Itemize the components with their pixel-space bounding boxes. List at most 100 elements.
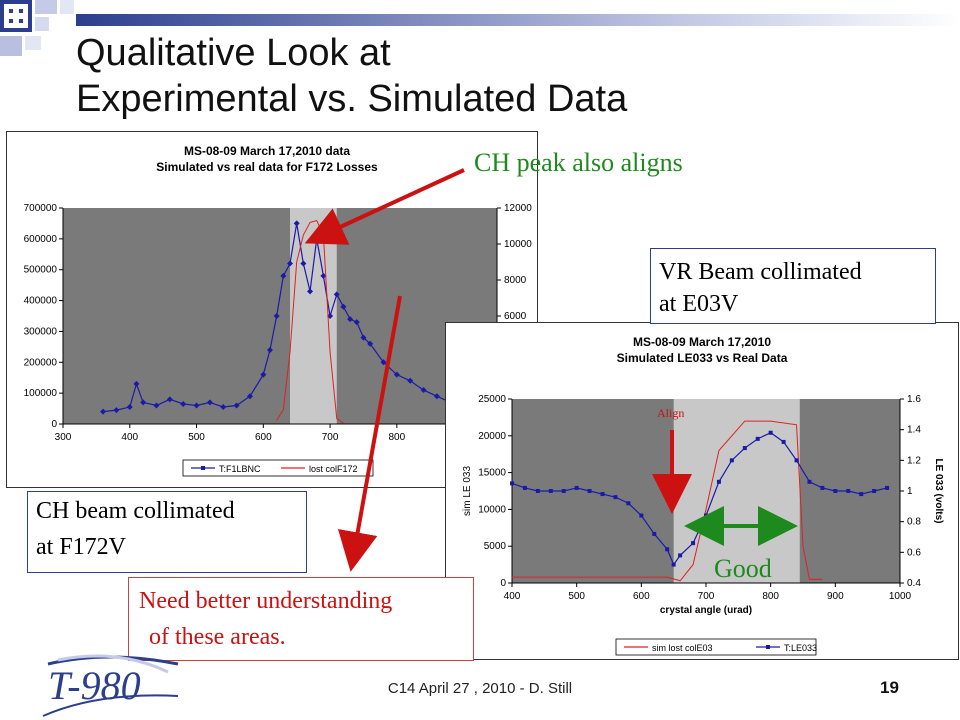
data-point xyxy=(794,458,799,463)
y-tick-label: 300000 xyxy=(24,326,58,337)
data-point xyxy=(755,436,760,441)
chart-2-frame: MS-08-09 March 17,2010 Simulated LE033 v… xyxy=(445,322,959,660)
y2-tick-label: 8000 xyxy=(504,275,527,286)
data-point xyxy=(729,458,734,463)
data-point xyxy=(859,492,864,497)
data-point xyxy=(233,402,240,409)
data-point xyxy=(704,513,708,518)
y-tick-label: 20000 xyxy=(478,431,506,442)
need-line-2: of these areas. xyxy=(149,624,286,650)
y-tick-label: 25000 xyxy=(478,394,506,405)
data-point xyxy=(665,547,670,552)
logo-icon xyxy=(0,0,74,56)
data-point xyxy=(587,489,592,493)
data-point xyxy=(100,408,107,415)
y-tick-label: 500000 xyxy=(24,265,58,276)
data-point xyxy=(574,485,579,490)
footer-text: C14 April 27 , 2010 - D. Still xyxy=(387,680,573,697)
data-point xyxy=(691,541,696,546)
data-point xyxy=(180,400,187,407)
data-point xyxy=(872,489,877,493)
legend-label: T:F1LBNC xyxy=(219,464,261,474)
legend-box xyxy=(615,638,817,656)
chart-2-plot: 400 500 600 700 800 900 1000050001000015000200… xyxy=(462,394,944,656)
data-point xyxy=(846,489,851,493)
title-line-1: Qualitative Look at xyxy=(76,32,391,74)
data-point xyxy=(807,479,812,484)
data-point xyxy=(273,313,280,319)
y-tick-label: 5000 xyxy=(484,541,507,552)
data-point xyxy=(260,371,267,378)
data-point xyxy=(220,404,227,411)
data-point xyxy=(535,489,540,493)
chart-2-title: MS-08-09 March 17,2010 xyxy=(632,335,772,349)
y-tick-label: 100000 xyxy=(24,388,58,399)
data-point xyxy=(742,446,747,451)
legend-label: T:LE033 xyxy=(784,643,817,653)
data-point xyxy=(561,489,566,493)
title-line-2: Experimental vs. Simulated Data xyxy=(76,78,628,120)
x-tick-label: 500 xyxy=(568,591,585,602)
t980-logo-text: T-980 xyxy=(48,663,141,708)
data-point xyxy=(820,485,825,490)
data-point xyxy=(678,553,683,558)
data-point xyxy=(307,288,314,295)
data-point xyxy=(716,479,721,484)
x-tick-label: 300 xyxy=(55,432,72,443)
y2-tick-label: 1.2 xyxy=(907,455,921,466)
x-tick-label: 800 xyxy=(389,432,406,443)
x-tick-label: 400 xyxy=(504,591,521,602)
ch-beam-line-1: CH beam collimated xyxy=(36,498,235,524)
y2-tick-label: 0.6 xyxy=(907,547,921,558)
data-point xyxy=(600,492,605,497)
y2-tick-label: 0.8 xyxy=(907,517,921,528)
data-point xyxy=(833,489,838,493)
data-point xyxy=(433,393,440,400)
vr-beam-line-1: VR Beam collimated xyxy=(659,259,862,285)
page-title: Qualitative Look at Experimental vs. Sim… xyxy=(76,30,776,122)
chart-1-plot: 3004005006007008009000100000200000300000… xyxy=(24,203,532,477)
need-line-1: Need better understanding xyxy=(139,588,393,614)
title-rule xyxy=(76,14,960,26)
data-point xyxy=(287,260,294,267)
y-tick-label: 0 xyxy=(500,578,506,589)
x-tick-label: 1000 xyxy=(889,591,912,602)
data-point xyxy=(113,407,120,414)
data-point xyxy=(340,303,347,310)
y2-tick-label: 1.4 xyxy=(907,425,921,436)
data-point xyxy=(407,377,414,384)
legend-label: lost colF172 xyxy=(309,464,358,474)
data-point xyxy=(613,495,618,500)
x-tick-label: 900 xyxy=(827,591,844,602)
y-tick-label: 0 xyxy=(51,419,57,430)
chart-2-subtitle: Simulated LE033 vs Real Data xyxy=(616,351,788,365)
data-point xyxy=(246,393,253,400)
x-tick-label: 600 xyxy=(255,432,272,443)
y2-tick-label: 6000 xyxy=(504,311,527,322)
data-point xyxy=(300,260,307,267)
y2-tick-label: 12000 xyxy=(504,203,532,214)
data-point xyxy=(885,485,890,490)
ch-beam-line-2: at F172V xyxy=(36,534,126,560)
legend-marker xyxy=(201,466,205,470)
y2-axis-label: LE 033 (volts) xyxy=(933,458,944,523)
y-tick-label: 15000 xyxy=(478,468,506,479)
page-number: 19 xyxy=(880,678,899,697)
data-point xyxy=(193,402,200,409)
x-tick-label: 700 xyxy=(698,591,715,602)
t980-logo-icon xyxy=(42,654,179,717)
chart-1-title: MS-08-09 March 17,2010 data xyxy=(183,144,351,158)
data-point xyxy=(333,291,340,298)
x-tick-label: 500 xyxy=(188,432,205,443)
x-axis-label: crystal angle (urad) xyxy=(660,605,752,616)
ch-beam-callout: CH beam collimated at F172V xyxy=(27,491,307,573)
good-label: Good xyxy=(714,554,772,583)
legend-marker xyxy=(766,645,770,649)
data-point xyxy=(781,439,786,444)
data-point xyxy=(768,430,773,435)
y-tick-label: 400000 xyxy=(24,296,58,307)
data-point xyxy=(548,489,553,493)
data-point xyxy=(140,399,147,406)
y2-tick-label: 10000 xyxy=(504,239,532,250)
need-understanding-callout: Need better understanding of these areas… xyxy=(128,577,474,661)
